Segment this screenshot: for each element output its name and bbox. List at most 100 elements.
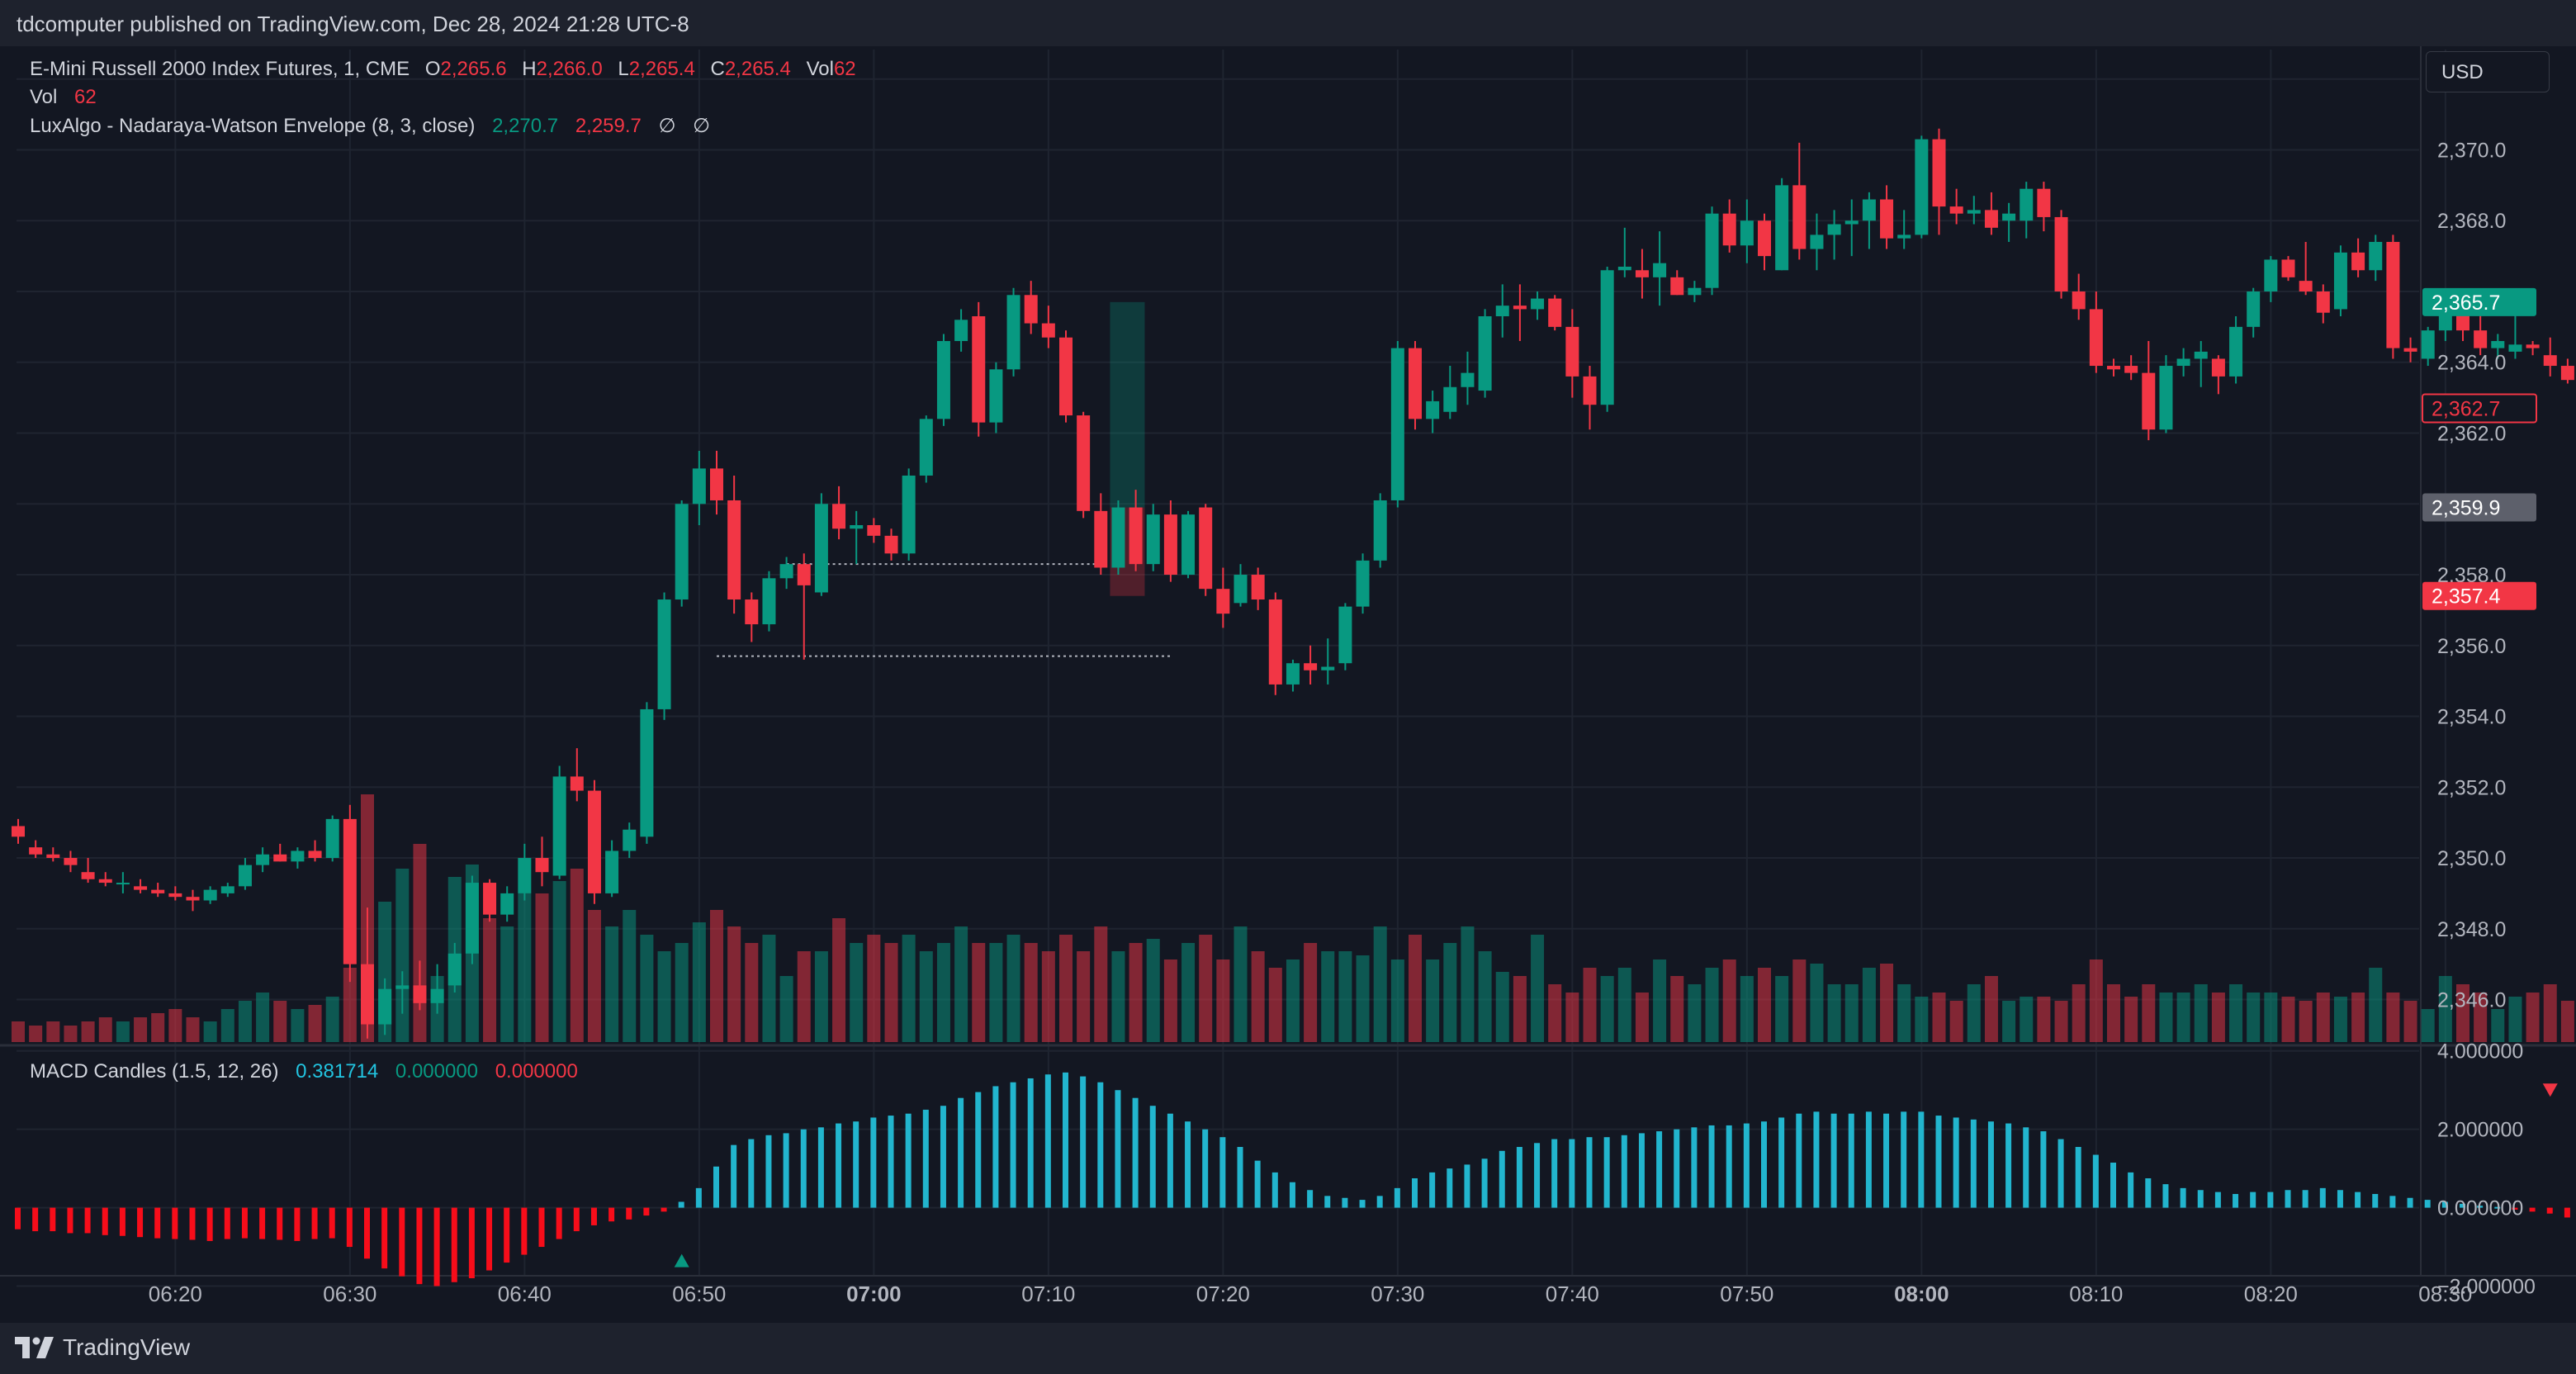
time-tick-label: 08:30 bbox=[2418, 1282, 2472, 1306]
candle-body bbox=[203, 889, 217, 901]
price-tick-label: 2,370.0 bbox=[2437, 139, 2506, 162]
macd-tick-label: 2.000000 bbox=[2437, 1119, 2523, 1142]
volume-bar bbox=[797, 951, 811, 1042]
macd-bar bbox=[590, 1207, 597, 1225]
chart-canvas[interactable]: 2,346.0 2,348.0 2,350.0 2,352.0 2,354.0 2,356… bbox=[0, 46, 2576, 1323]
macd-bar bbox=[1447, 1168, 1453, 1208]
time-tick-label: 06:40 bbox=[498, 1282, 552, 1306]
candle-body bbox=[2474, 330, 2488, 348]
macd-bar bbox=[416, 1207, 423, 1285]
volume-bar bbox=[1548, 984, 1562, 1042]
candle-body bbox=[989, 369, 1003, 423]
volume-bar bbox=[1844, 984, 1859, 1042]
volume-bar bbox=[2247, 993, 2261, 1042]
macd-value-3: 0.000000 bbox=[495, 1060, 578, 1083]
legend-macd[interactable]: MACD Candles (1.5, 12, 26) 0.381714 0.00… bbox=[30, 1060, 581, 1083]
macd-bar bbox=[1429, 1172, 1436, 1208]
candle-body bbox=[657, 599, 671, 709]
volume-bar bbox=[1617, 968, 1631, 1042]
macd-bar bbox=[2389, 1196, 2396, 1208]
macd-bar bbox=[2057, 1139, 2064, 1208]
macd-bar bbox=[836, 1123, 842, 1208]
volume-bar bbox=[2491, 1009, 2505, 1042]
footer bbox=[0, 1323, 2576, 1374]
volume-bar bbox=[2386, 993, 2400, 1042]
volume-bar bbox=[1583, 968, 1597, 1042]
volume-bar bbox=[2543, 984, 2557, 1042]
macd-bar bbox=[1097, 1082, 1104, 1208]
macd-bar bbox=[1063, 1072, 1068, 1208]
macd-bar bbox=[1167, 1113, 1173, 1208]
candle-body bbox=[1146, 514, 1160, 565]
macd-bar bbox=[294, 1207, 301, 1241]
volume-bar bbox=[1600, 976, 1614, 1042]
macd-bar bbox=[2075, 1147, 2081, 1208]
candle-body bbox=[2508, 344, 2522, 352]
candle-body bbox=[1268, 599, 1282, 685]
volume-bar bbox=[1041, 951, 1055, 1042]
time-tick-label: 07:50 bbox=[1720, 1282, 1773, 1306]
macd-bar bbox=[2162, 1184, 2169, 1208]
macd-bar bbox=[1830, 1113, 1837, 1208]
volume-bar bbox=[203, 1021, 217, 1042]
candle-body bbox=[1094, 510, 1108, 568]
macd-bar bbox=[15, 1207, 21, 1229]
close-value: 2,265.4 bbox=[724, 58, 791, 80]
macd-bar bbox=[2197, 1190, 2204, 1208]
price-badge-gray bbox=[2422, 493, 2536, 522]
volume-bar bbox=[570, 869, 584, 1042]
candle-body bbox=[675, 504, 689, 600]
chart-background bbox=[0, 46, 2576, 1323]
volume-bar bbox=[1758, 968, 1771, 1042]
volume-bar bbox=[1670, 976, 1684, 1042]
legend-envelope[interactable]: LuxAlgo - Nadaraya-Watson Envelope (8, 3… bbox=[30, 114, 713, 138]
legend-volume[interactable]: Vol 62 bbox=[30, 86, 100, 109]
macd-bar bbox=[154, 1207, 161, 1239]
vol-value: 62 bbox=[833, 58, 856, 80]
macd-bar bbox=[119, 1207, 125, 1236]
volume-bar bbox=[1251, 951, 1265, 1042]
macd-bar bbox=[1674, 1129, 1680, 1208]
macd-bar bbox=[1603, 1137, 1610, 1208]
candle-body bbox=[1461, 372, 1475, 387]
candle-body bbox=[134, 886, 148, 890]
price-tick-label: 2,348.0 bbox=[2437, 918, 2506, 941]
volume-bar bbox=[2456, 984, 2469, 1042]
volume-bar bbox=[325, 997, 339, 1042]
envelope-lower-value: 2,259.7 bbox=[575, 115, 642, 137]
legend-main[interactable]: E-Mini Russell 2000 Index Futures, 1, CM… bbox=[30, 58, 859, 81]
candle-body bbox=[1338, 606, 1352, 664]
candle-body bbox=[1984, 210, 1998, 228]
macd-bar bbox=[1359, 1200, 1366, 1208]
volume-bar bbox=[972, 943, 986, 1042]
candle-body bbox=[1653, 263, 1667, 277]
candle-body bbox=[1443, 386, 1457, 412]
candle-body bbox=[936, 341, 950, 419]
envelope-name: LuxAlgo - Nadaraya-Watson Envelope (8, 3… bbox=[30, 115, 476, 137]
price-tick-label: 2,364.0 bbox=[2437, 352, 2506, 375]
currency-selector[interactable]: USD bbox=[2426, 51, 2550, 92]
time-tick-label: 07:40 bbox=[1546, 1282, 1599, 1306]
high-value: 2,266.0 bbox=[536, 58, 603, 80]
volume-bar bbox=[1915, 997, 1929, 1042]
tradingview-logo[interactable]: TradingView bbox=[15, 1333, 190, 1362]
open-value: 2,265.6 bbox=[440, 58, 507, 80]
macd-bar bbox=[2214, 1192, 2221, 1208]
volume-bar bbox=[1111, 951, 1125, 1042]
volume-bar bbox=[1722, 959, 1736, 1042]
candle-body bbox=[1495, 306, 1509, 317]
candle-body bbox=[151, 889, 165, 893]
macd-bar bbox=[1254, 1160, 1261, 1208]
candle-body bbox=[81, 872, 95, 879]
candle-body bbox=[797, 564, 811, 585]
volume-bar bbox=[1827, 984, 1841, 1042]
candle-body bbox=[745, 599, 759, 625]
candle-body bbox=[2316, 291, 2330, 313]
volume-bar bbox=[2560, 1001, 2574, 1042]
candle-body bbox=[2089, 309, 2103, 367]
macd-bar bbox=[468, 1207, 475, 1279]
time-tick-label: 08:20 bbox=[2244, 1282, 2298, 1306]
vol-label: Vol bbox=[806, 58, 834, 80]
price-badge-text: 2,365.7 bbox=[2432, 291, 2500, 315]
macd-bar bbox=[1918, 1111, 1925, 1208]
